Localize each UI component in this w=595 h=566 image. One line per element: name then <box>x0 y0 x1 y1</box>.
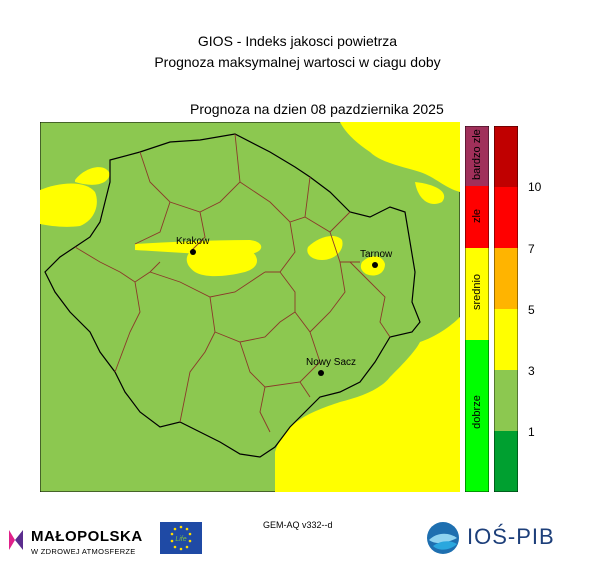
category-legend <box>465 126 489 492</box>
category-dobrze <box>465 340 489 492</box>
legend-label-bardzo-zle: bardzo zle <box>471 129 483 180</box>
moderate-zone-north2 <box>415 182 445 204</box>
index-color-scale <box>494 126 518 492</box>
city-nowy-sacz: Nowy Sacz <box>306 357 356 376</box>
eu-life-logo: Life <box>160 522 202 554</box>
ios-pib-logo: IOŚ-PIB <box>425 518 565 558</box>
moderate-zone-west <box>40 183 97 227</box>
scale-tick-5: 5 <box>528 303 535 317</box>
ios-pib-text: IOŚ-PIB <box>467 524 555 549</box>
category-zle <box>465 186 489 248</box>
moderate-zone-north <box>340 122 460 192</box>
category-bardzo-zle <box>465 126 489 186</box>
malopolska-logo-subtext: W ZDROWEJ ATMOSFERZE <box>31 547 136 556</box>
eu-stars-icon: Life <box>170 525 192 551</box>
map-title: GIOS - Indeks jakosci powietrza <box>197 33 398 49</box>
scale-tick-3: 3 <box>528 364 535 378</box>
legend-label-zle: zle <box>471 208 483 224</box>
legend-label-dobrze: dobrze <box>471 395 483 429</box>
malopolska-logo-mark <box>9 530 23 550</box>
malopolska-logo: MAŁOPOLSKA W ZDROWEJ ATMOSFERZE <box>5 522 155 562</box>
moderate-zone-northwest <box>75 167 110 185</box>
scale-band-4 <box>494 248 518 309</box>
ios-pib-logo-mark <box>427 522 459 554</box>
air-quality-map: Krakow Tarnow Nowy Sacz <box>40 122 460 492</box>
forecast-date: Prognoza na dzien 08 pazdziernika 2025 <box>190 101 444 117</box>
scale-band-1 <box>494 431 518 492</box>
city-label-tarnow: Tarnow <box>360 249 393 260</box>
moderate-zone-south <box>275 317 460 492</box>
city-label-nowy-sacz: Nowy Sacz <box>306 357 356 368</box>
scale-tick-1: 1 <box>528 425 535 439</box>
legend-label-srednio: srednio <box>471 273 483 311</box>
scale-tick-10: 10 <box>528 180 542 194</box>
moderate-zone-krakow <box>186 244 258 277</box>
eu-life-text: Life <box>175 536 186 543</box>
city-krakow: Krakow <box>176 236 210 255</box>
scale-band-2 <box>494 370 518 431</box>
county-borders <box>74 133 391 433</box>
map-subtitle: Prognoza maksymalnej wartosci w ciagu do… <box>154 54 441 70</box>
scale-band-5 <box>494 187 518 248</box>
malopolska-logo-text: MAŁOPOLSKA <box>31 528 143 545</box>
scale-band-3 <box>494 309 518 370</box>
region-border <box>44 133 421 458</box>
model-version: GEM-AQ v332--d <box>263 520 333 530</box>
scale-band-6 <box>494 126 518 187</box>
city-label-krakow: Krakow <box>176 236 210 247</box>
city-tarnow: Tarnow <box>360 249 393 268</box>
category-srednio <box>465 248 489 340</box>
scale-tick-7: 7 <box>528 242 535 256</box>
